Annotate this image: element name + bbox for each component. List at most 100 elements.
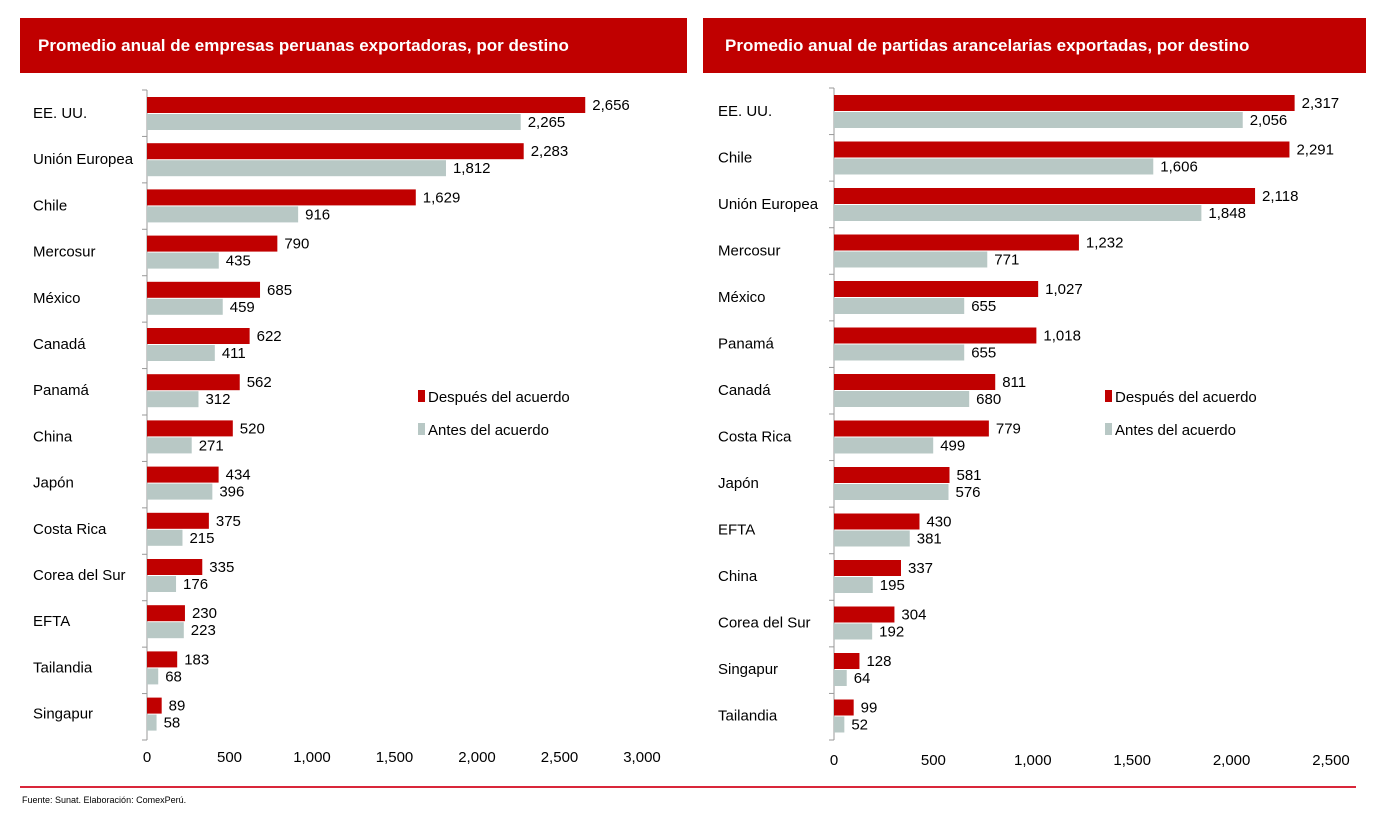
legend-swatch xyxy=(1105,423,1112,435)
data-label: 2,283 xyxy=(531,143,569,160)
bar-after xyxy=(147,559,203,575)
bar-before xyxy=(147,622,184,639)
bar-before xyxy=(834,298,965,314)
data-label: 396 xyxy=(219,484,244,501)
category-label: Chile xyxy=(718,150,752,167)
footer-divider xyxy=(20,786,1356,788)
data-label: 215 xyxy=(189,530,214,547)
data-label: 99 xyxy=(861,700,878,717)
bar-after xyxy=(834,653,860,669)
bar-after xyxy=(834,467,950,483)
category-label: Japón xyxy=(718,475,759,492)
bar-after xyxy=(147,235,278,252)
data-label: 1,606 xyxy=(1160,159,1198,176)
bar-after xyxy=(147,374,240,391)
data-label: 68 xyxy=(165,668,182,685)
category-label: Mercosur xyxy=(33,244,96,261)
bar-before xyxy=(834,251,988,268)
data-label: 2,291 xyxy=(1296,142,1334,159)
category-label: Unión Europea xyxy=(718,196,819,213)
bar-before xyxy=(834,670,847,686)
bar-before xyxy=(147,206,299,223)
category-label: Corea del Sur xyxy=(33,567,126,584)
bar-after xyxy=(834,95,1295,111)
category-label: Panamá xyxy=(718,336,775,353)
x-tick-label: 0 xyxy=(830,752,838,769)
data-label: 622 xyxy=(257,328,282,345)
legend-swatch xyxy=(418,390,425,402)
category-label: Mercosur xyxy=(718,243,781,260)
bar-after xyxy=(147,97,586,113)
category-label: EE. UU. xyxy=(33,105,87,122)
x-tick-label: 3,000 xyxy=(623,749,661,766)
data-label: 581 xyxy=(957,467,982,484)
bar-before xyxy=(834,205,1202,221)
data-label: 430 xyxy=(926,514,951,531)
data-label: 183 xyxy=(184,651,209,668)
bar-after xyxy=(147,420,233,437)
category-label: China xyxy=(33,428,73,445)
bar-before xyxy=(147,668,159,685)
legend-swatch xyxy=(418,423,425,435)
category-label: Chile xyxy=(33,197,67,214)
x-tick-label: 2,500 xyxy=(1312,752,1350,769)
data-label: 381 xyxy=(917,531,942,548)
x-tick-label: 2,500 xyxy=(541,749,579,766)
bar-after xyxy=(147,512,209,529)
data-label: 680 xyxy=(976,391,1001,408)
category-label: EFTA xyxy=(33,613,70,630)
bar-after xyxy=(834,560,901,576)
bar-before xyxy=(147,252,219,269)
data-label: 1,018 xyxy=(1043,328,1081,345)
category-label: Singapur xyxy=(718,661,778,678)
x-tick-label: 1,000 xyxy=(293,749,331,766)
bar-before xyxy=(834,484,949,500)
data-label: 1,027 xyxy=(1045,281,1083,298)
data-label: 128 xyxy=(866,653,891,670)
legend-label: Después del acuerdo xyxy=(1115,389,1257,406)
legend-label: Después del acuerdo xyxy=(428,389,570,406)
data-label: 337 xyxy=(908,560,933,577)
bar-after xyxy=(147,466,219,483)
data-label: 779 xyxy=(996,421,1021,438)
data-label: 499 xyxy=(940,438,965,455)
bar-before xyxy=(834,623,873,640)
data-label: 411 xyxy=(222,345,246,362)
data-label: 375 xyxy=(216,513,241,530)
category-label: EE. UU. xyxy=(718,103,772,120)
data-label: 2,056 xyxy=(1250,112,1288,129)
data-label: 58 xyxy=(164,715,181,732)
data-label: 771 xyxy=(994,252,1019,269)
data-label: 335 xyxy=(209,559,234,576)
bar-after xyxy=(834,420,989,437)
data-label: 1,629 xyxy=(423,189,461,206)
data-label: 916 xyxy=(305,206,330,223)
bar-before xyxy=(147,437,192,454)
category-label: China xyxy=(718,568,758,585)
category-label: Costa Rica xyxy=(718,429,792,446)
data-label: 271 xyxy=(199,437,224,454)
bar-before xyxy=(834,158,1154,175)
source-note: Fuente: Sunat. Elaboración: ComexPerú. xyxy=(22,795,187,805)
chart-title-tariff-lines: Promedio anual de partidas arancelarias … xyxy=(703,18,1366,73)
data-label: 52 xyxy=(851,717,868,734)
data-label: 230 xyxy=(192,605,217,622)
data-label: 655 xyxy=(971,298,996,315)
category-label: Corea del Sur xyxy=(718,615,811,632)
bar-after xyxy=(834,234,1079,251)
category-label: Canadá xyxy=(33,336,86,353)
data-label: 2,265 xyxy=(528,114,566,131)
data-label: 176 xyxy=(183,576,208,593)
data-label: 1,848 xyxy=(1208,205,1246,222)
bar-after xyxy=(834,606,895,623)
bar-before xyxy=(147,576,177,592)
bar-before xyxy=(834,716,845,733)
chart-title-companies: Promedio anual de empresas peruanas expo… xyxy=(20,18,687,73)
bar-after xyxy=(834,699,854,716)
bar-after xyxy=(147,605,185,622)
data-label: 435 xyxy=(226,253,251,270)
x-tick-label: 0 xyxy=(143,749,151,766)
x-tick-label: 1,000 xyxy=(1014,752,1052,769)
bar-after xyxy=(834,281,1039,297)
category-label: Tailandia xyxy=(33,659,93,676)
